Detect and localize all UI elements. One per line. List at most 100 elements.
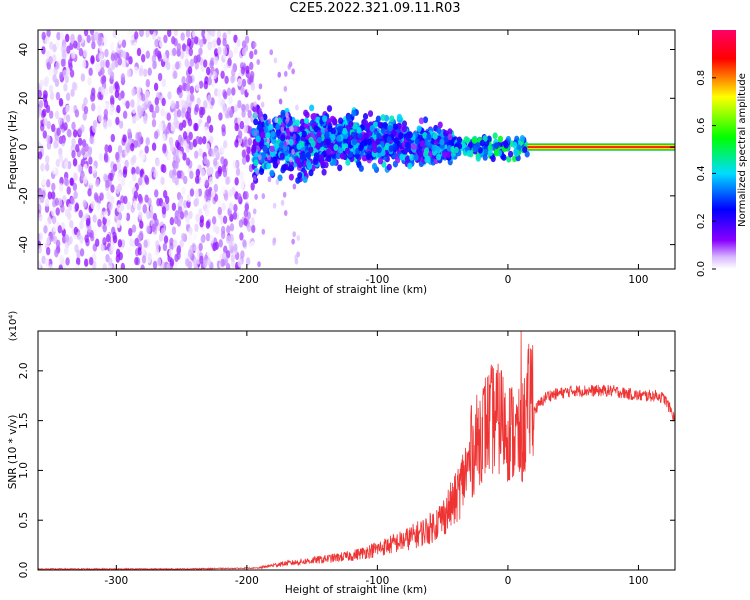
spectrogram-cell (208, 147, 213, 157)
spectrogram-cell (61, 135, 66, 144)
spectrogram-cell (272, 202, 277, 209)
spectrogram-cell (224, 75, 229, 85)
spectrogram-cell (424, 156, 430, 164)
spectrogram-cell (272, 239, 276, 246)
spectrogram-cell (210, 189, 216, 198)
spectrogram-cell (207, 77, 212, 86)
snr-multiplier: (x10⁴) (8, 311, 19, 342)
spectrogram-cell (82, 112, 87, 121)
spectrogram-cell (192, 259, 198, 268)
spectrogram-cell (188, 226, 193, 236)
spectrogram-cell (133, 42, 138, 51)
spectrogram-cell (44, 198, 50, 207)
spectrogram-cell (265, 132, 271, 140)
spectrogram-cell (282, 191, 287, 198)
spectrogram-cell (162, 242, 168, 252)
spectrogram-cell (225, 235, 231, 244)
spectrogram-cell (234, 122, 239, 132)
spectrogram-cell (179, 50, 185, 60)
spectrogram-cell (227, 57, 232, 67)
spectrogram-cell (193, 122, 198, 132)
spectrogram-cell (221, 124, 226, 133)
spectrogram-cell (351, 138, 358, 146)
spectrogram-cell (283, 85, 288, 92)
spectrogram-cell (79, 220, 84, 230)
spectrogram-cell (97, 105, 102, 114)
spectrogram-cell (170, 122, 175, 132)
spectrogram-cell (189, 85, 195, 95)
spectrogram-cell (176, 43, 182, 52)
spectrogram-cell (185, 157, 191, 166)
spectrogram-cell (185, 215, 190, 224)
spectrogram-cell (191, 242, 196, 252)
spectrogram-cell (247, 76, 252, 85)
spectrogram-cell (154, 218, 159, 227)
spectrogram-cell (285, 118, 289, 125)
spectrogram-cell (194, 103, 200, 113)
spectrogram-cell (209, 60, 214, 69)
spectrogram-cell (245, 117, 250, 126)
spectrogram-cell (152, 60, 157, 70)
spectrogram-cell (280, 126, 285, 133)
spectrogram-cell (180, 32, 185, 41)
spectrogram-cell (204, 179, 210, 189)
spectrogram-cell (103, 154, 109, 163)
spectrogram-cell (136, 123, 141, 132)
spectrogram-cell (71, 81, 77, 91)
spectrogram-cell (71, 121, 76, 131)
spectrogram-cell (130, 99, 135, 108)
spectrogram-cell (154, 247, 160, 256)
spectrogram-cell (126, 69, 132, 78)
spectrogram-y-label: Frequency (Hz) (7, 110, 19, 189)
spectrogram-cell (133, 66, 139, 75)
spectrogram-cell (50, 191, 56, 200)
spectrogram-cell (166, 112, 171, 121)
spectrogram-cell (74, 203, 79, 212)
spectrogram-cell (81, 147, 86, 156)
spectrogram-cell (206, 249, 212, 258)
spectrogram-cell (104, 48, 109, 58)
spectrogram-cell (70, 88, 75, 98)
spectrogram-cell (296, 235, 301, 242)
spectrogram-cell (269, 145, 275, 153)
spectrogram-cell (204, 207, 210, 217)
spectrogram-cell (95, 64, 100, 73)
spectrogram-cell (240, 250, 245, 259)
spectrogram-cell (309, 104, 315, 112)
spectrogram-cell (211, 216, 217, 225)
spectrogram-cell (220, 258, 225, 268)
spectrogram-cell (84, 234, 89, 243)
spectrogram-cell (85, 217, 91, 227)
spectrogram-cell (207, 42, 213, 51)
spectrogram-cell (70, 196, 75, 205)
snr-y-tick-label: 0.5 (18, 512, 30, 529)
spectrogram-cell (41, 31, 46, 41)
spectrogram-cell (42, 108, 47, 118)
spectrogram-cell (141, 54, 146, 63)
spectrogram-cell (49, 41, 54, 50)
spectrogram-cell (305, 159, 312, 167)
spectrogram-cell (241, 47, 247, 57)
spectrogram-cell (335, 152, 341, 160)
spectrogram-cell (252, 41, 257, 48)
spectrogram-cell (291, 68, 295, 75)
spectrogram-cell (243, 217, 248, 226)
spectrogram-cell (240, 66, 246, 75)
spectrogram-x-tick-label: 0 (505, 274, 512, 286)
spectrogram-cell (167, 30, 172, 38)
spectrogram-cell (228, 202, 234, 211)
spectrogram-cell (142, 203, 148, 213)
spectrogram-cell (207, 167, 212, 176)
spectrogram-cell (189, 93, 195, 102)
spectrogram-cell (220, 70, 225, 80)
spectrogram-cell (100, 76, 105, 85)
spectrogram-cell (206, 257, 211, 266)
spectrogram-cell (163, 235, 169, 244)
spectrogram-cell (288, 173, 294, 181)
spectrogram-y-tick-label: 40 (18, 43, 30, 56)
spectrogram-cell (316, 136, 323, 144)
spectrogram-cell (132, 200, 138, 209)
spectrogram-cell (275, 123, 281, 130)
spectrogram-cell (116, 104, 121, 114)
spectrogram-cell (162, 124, 167, 133)
